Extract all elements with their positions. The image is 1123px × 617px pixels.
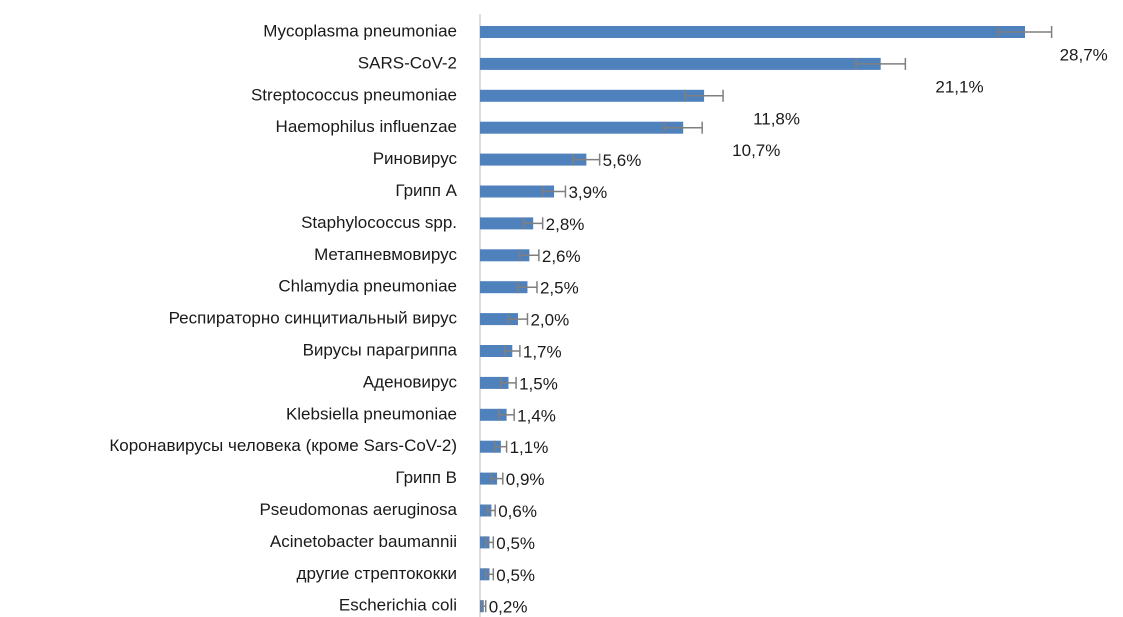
value-label: 2,0%: [530, 311, 569, 330]
value-label: 11,8%: [753, 109, 800, 128]
value-label: 21,1%: [935, 77, 983, 96]
bar: [480, 472, 498, 485]
value-label: 0,9%: [506, 470, 545, 489]
value-label: 3,9%: [568, 183, 607, 202]
value-label: 0,5%: [496, 534, 535, 553]
value-label: 5,6%: [603, 151, 642, 170]
category-label: Вирусы парагриппа: [303, 340, 458, 359]
category-label: Staphylococcus spp.: [301, 213, 457, 232]
bar: [480, 185, 555, 198]
value-label: 1,4%: [517, 406, 556, 425]
category-label: Метапневмовирус: [314, 245, 457, 264]
value-label: 1,5%: [519, 374, 558, 393]
category-label: другие стрептококки: [297, 564, 457, 583]
value-label: 2,8%: [546, 215, 585, 234]
value-label: 2,5%: [540, 279, 579, 298]
value-label: 1,7%: [523, 342, 562, 361]
category-label: Klebsiella pneumoniae: [286, 404, 457, 423]
category-label: Streptococcus pneumoniae: [251, 85, 457, 104]
bar: [480, 504, 492, 517]
bar: [480, 153, 587, 166]
value-label: 0,2%: [489, 598, 528, 617]
bar: [480, 121, 684, 134]
bar: [480, 568, 490, 581]
category-label: Аденовирус: [363, 372, 458, 391]
value-label: 28,7%: [1060, 45, 1108, 64]
value-label: 1,1%: [510, 438, 549, 457]
bar: [480, 89, 705, 102]
value-label: 0,5%: [496, 566, 535, 585]
category-label: Haemophilus influenzae: [276, 117, 457, 136]
category-label: Грипп В: [395, 468, 457, 487]
bar: [480, 217, 534, 230]
bar: [480, 26, 1025, 38]
category-label: Pseudomonas aeruginosa: [259, 500, 457, 519]
category-label: Риновирус: [373, 149, 458, 168]
category-label: Коронавирусы человека (кроме Sars-CoV-2): [109, 436, 457, 455]
bar: [480, 57, 881, 70]
category-label: Mycoplasma pneumoniae: [263, 21, 457, 40]
category-label: Грипп А: [395, 181, 457, 200]
category-label: Chlamydia pneumoniae: [278, 277, 457, 296]
value-label: 10,7%: [732, 141, 780, 160]
bar: [480, 249, 530, 262]
bar: [480, 536, 490, 549]
bar: [480, 281, 528, 294]
bar: [480, 408, 507, 421]
value-label: 0,6%: [498, 502, 537, 521]
category-label: Acinetobacter baumannii: [270, 532, 457, 551]
category-label: Escherichia coli: [339, 596, 457, 615]
category-label: SARS-CoV-2: [358, 53, 457, 72]
category-label: Респираторно синцитиальный вирус: [169, 309, 458, 328]
value-label: 2,6%: [542, 247, 581, 266]
